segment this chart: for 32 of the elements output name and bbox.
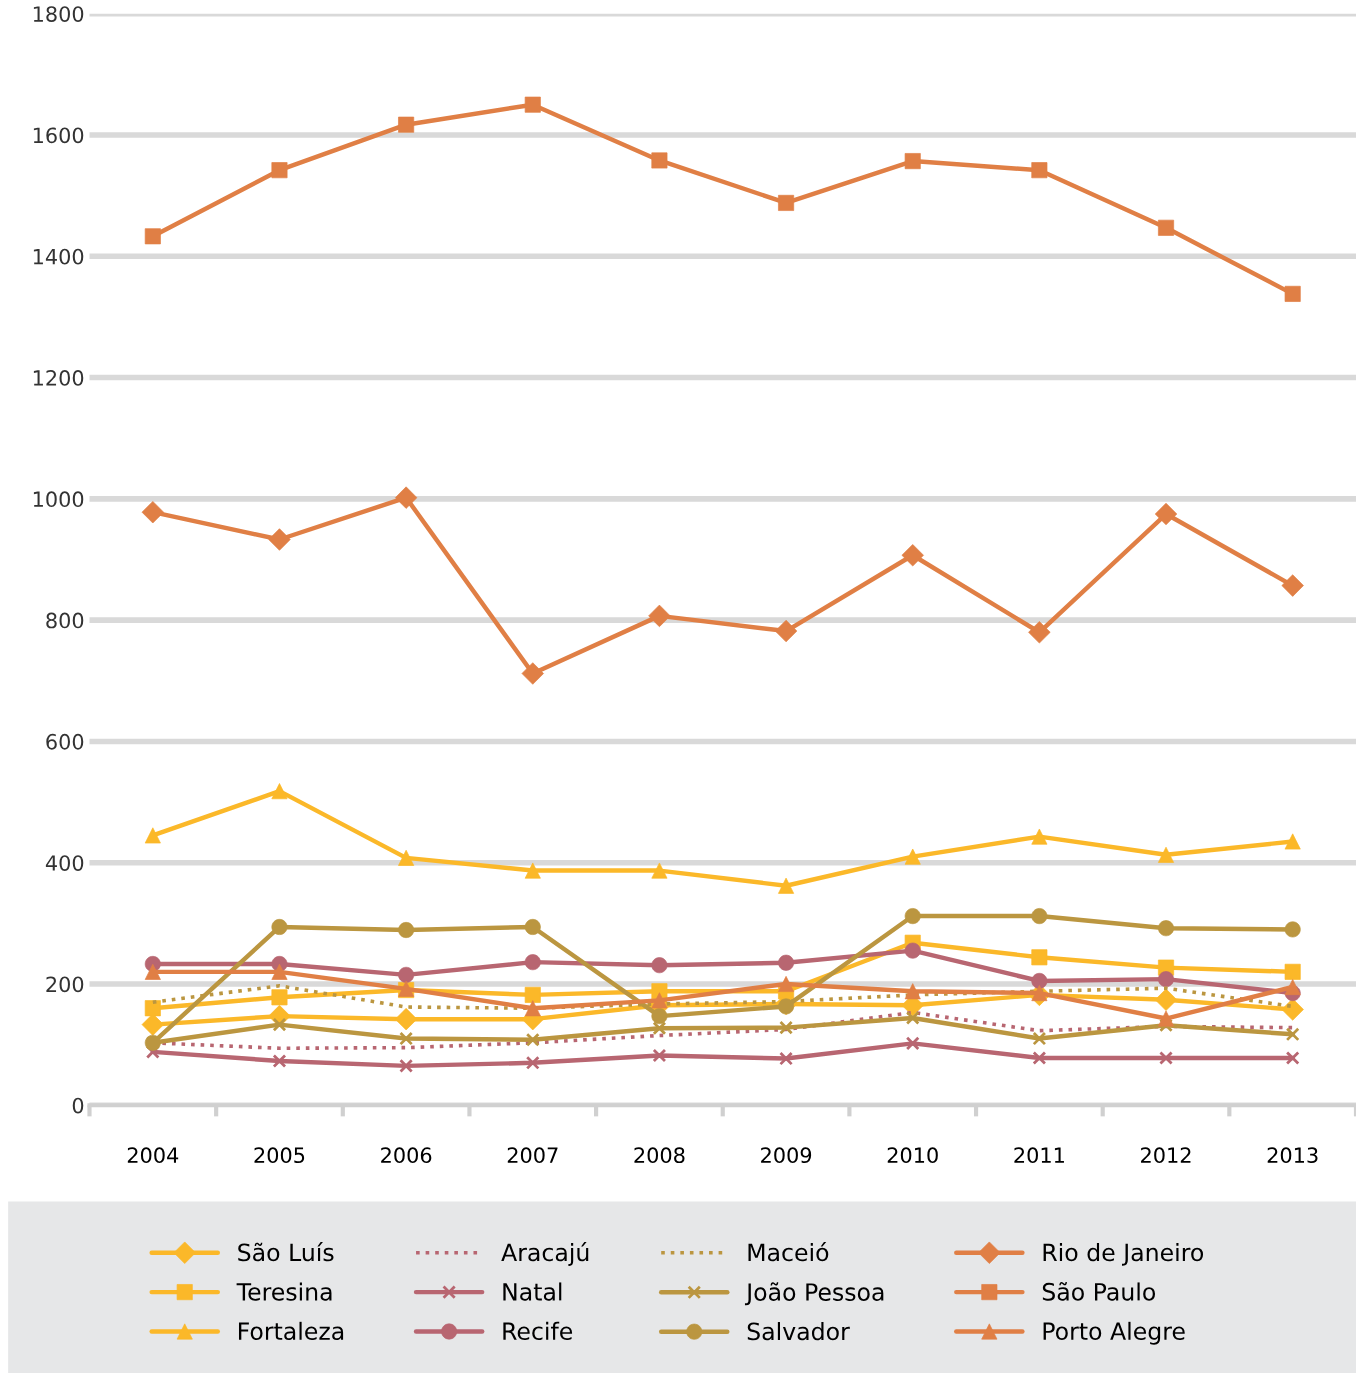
legend-label: São Paulo <box>1042 1282 1156 1301</box>
legend-label: Rio de Janeiro <box>1043 1243 1204 1266</box>
legend-label: Salvador <box>747 1322 850 1341</box>
y-tick-label: 1200 <box>33 370 84 386</box>
legend-label: João Pessoa <box>744 1282 884 1306</box>
y-tick-label: 400 <box>45 855 84 871</box>
x-tick-label: 2007 <box>507 1147 558 1164</box>
x-tick-label: 2006 <box>381 1147 432 1164</box>
x-tick-label: 2009 <box>761 1147 812 1164</box>
y-tick-label: 1800 <box>33 6 84 22</box>
x-tick-label: 2011 <box>1014 1147 1064 1164</box>
x-tick-label: 2013 <box>1267 1147 1318 1164</box>
y-tick-label: 600 <box>46 733 84 750</box>
y-tick-label: 1000 <box>33 491 84 508</box>
y-tick-label: 800 <box>46 612 84 629</box>
legend-label: Maceió <box>748 1242 829 1262</box>
legend-label: Porto Alegre <box>1043 1321 1185 1345</box>
x-tick-label: 2008 <box>634 1147 685 1164</box>
y-tick-label: 0 <box>72 1097 84 1114</box>
x-tick-label: 2010 <box>887 1147 938 1164</box>
x-tick-label: 2004 <box>127 1147 179 1164</box>
y-tick-label: 1400 <box>33 248 84 265</box>
legend-label: Fortaleza <box>238 1321 344 1341</box>
legend-label: São Luís <box>238 1242 334 1262</box>
x-tick-label: 2005 <box>254 1147 305 1164</box>
legend-label: Natal <box>503 1282 562 1301</box>
legend-label: Aracajú <box>501 1242 589 1266</box>
y-tick-label: 200 <box>46 976 84 993</box>
legend-label: Recife <box>503 1321 573 1341</box>
x-tick-label: 2012 <box>1141 1147 1191 1164</box>
y-tick-label: 1600 <box>33 127 84 144</box>
legend-label: Teresina <box>236 1282 332 1301</box>
